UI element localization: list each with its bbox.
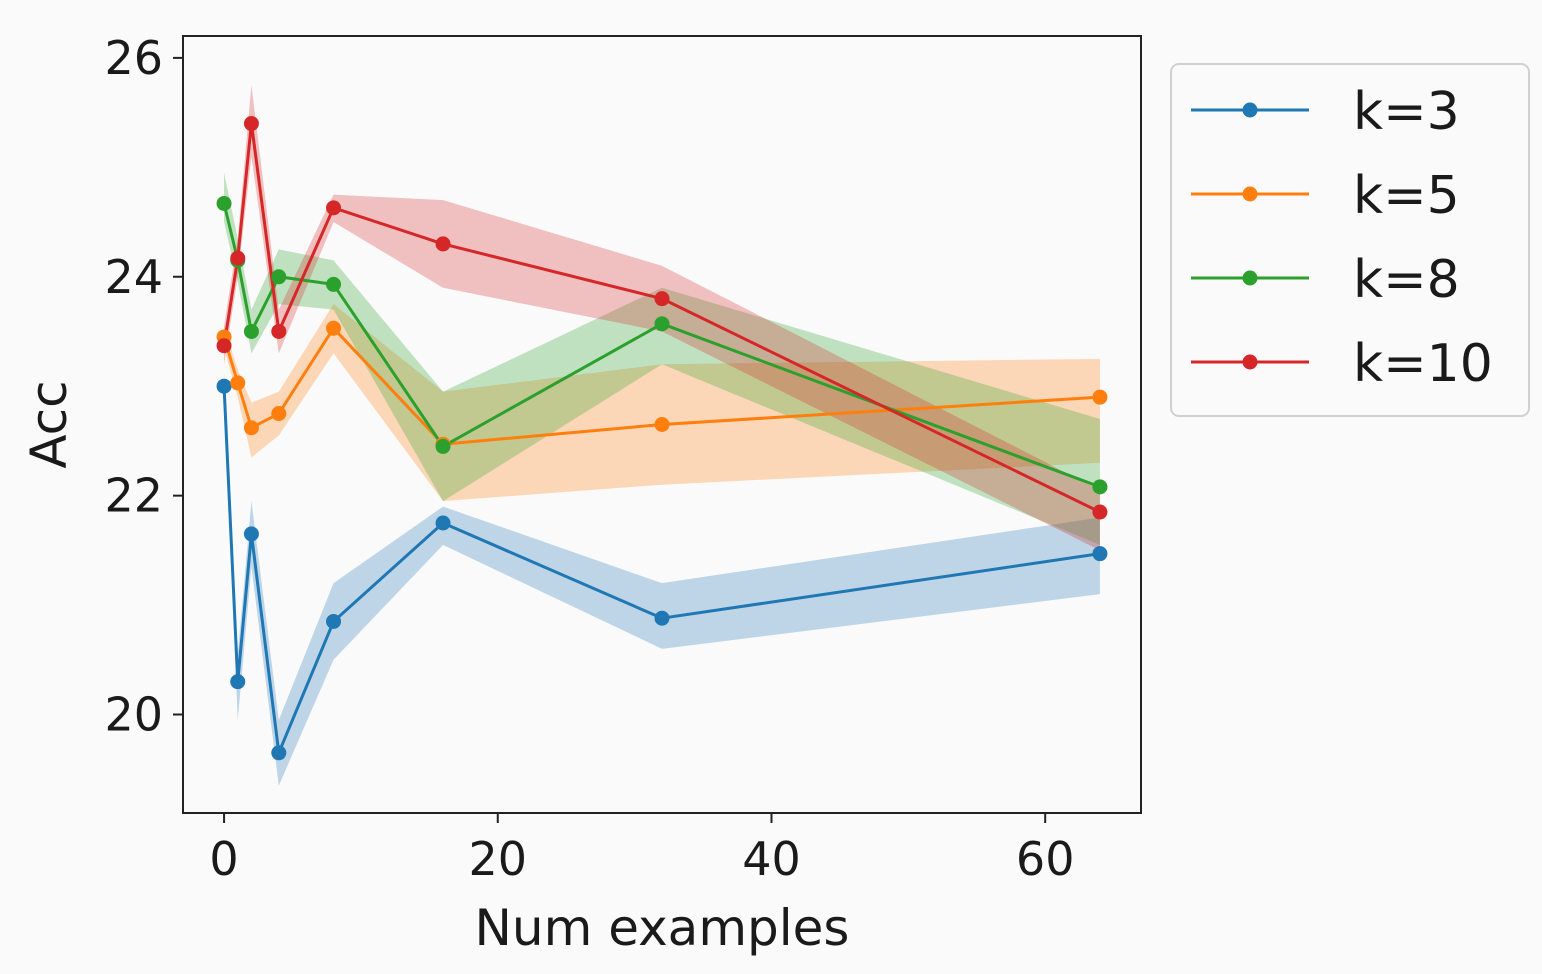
plot-frame <box>182 35 1142 814</box>
y-tick-label: 26 <box>104 31 163 85</box>
x-tick-label: 20 <box>468 832 527 886</box>
data-point <box>216 338 232 354</box>
x-axis-ticks: 0 20 40 60 <box>209 813 1074 886</box>
legend-box <box>1170 63 1530 417</box>
series-line <box>222 326 1101 446</box>
data-point <box>435 515 451 531</box>
data-point <box>230 250 246 266</box>
data-point <box>326 320 342 336</box>
data-point <box>1092 479 1108 495</box>
data-point <box>1092 546 1108 562</box>
data-point <box>654 316 670 332</box>
series-line <box>222 203 1101 489</box>
data-point <box>435 236 451 252</box>
series-line <box>222 122 1101 514</box>
series-lines <box>222 122 1101 755</box>
data-point <box>230 674 246 690</box>
legend-label: k=8 <box>1353 250 1460 310</box>
legend-swatch-marker <box>1242 102 1258 118</box>
data-point <box>271 269 287 285</box>
data-point <box>1092 389 1108 405</box>
data-point <box>216 378 232 394</box>
y-axis-ticks: 20 22 24 26 <box>104 31 183 742</box>
x-axis-label: Num examples <box>475 899 850 957</box>
legend-label: k=3 <box>1353 82 1460 142</box>
legend-swatch-marker <box>1242 186 1258 202</box>
data-point <box>326 200 342 216</box>
data-point <box>326 613 342 629</box>
series-points <box>216 116 1108 761</box>
y-tick-label: 24 <box>104 250 163 304</box>
data-point <box>326 276 342 292</box>
data-point <box>216 195 232 211</box>
confidence-bands <box>224 85 1100 786</box>
series-line <box>222 386 1101 755</box>
data-point <box>1092 504 1108 520</box>
data-point <box>243 116 259 132</box>
data-point <box>435 438 451 454</box>
legend-swatch-marker <box>1242 354 1258 370</box>
legend-label: k=5 <box>1353 166 1460 226</box>
data-point <box>271 745 287 761</box>
y-tick-label: 20 <box>104 688 163 742</box>
data-point <box>271 406 287 422</box>
x-tick-label: 0 <box>209 832 238 886</box>
x-tick-label: 40 <box>742 832 801 886</box>
data-point <box>243 420 259 436</box>
data-point <box>654 417 670 432</box>
data-point <box>243 323 259 339</box>
data-point <box>654 291 670 307</box>
y-axis-label: Acc <box>20 380 78 468</box>
data-point <box>230 375 246 391</box>
x-tick-label: 60 <box>1016 832 1075 886</box>
legend-label: k=10 <box>1353 334 1493 394</box>
plot-area <box>182 35 1142 814</box>
legend-swatch-marker <box>1242 270 1258 286</box>
legend: k=3 k=5 k=8 k=10 <box>1170 63 1530 417</box>
data-point <box>271 323 287 339</box>
data-point <box>654 610 670 626</box>
data-point <box>243 526 259 542</box>
y-tick-label: 22 <box>104 469 163 523</box>
